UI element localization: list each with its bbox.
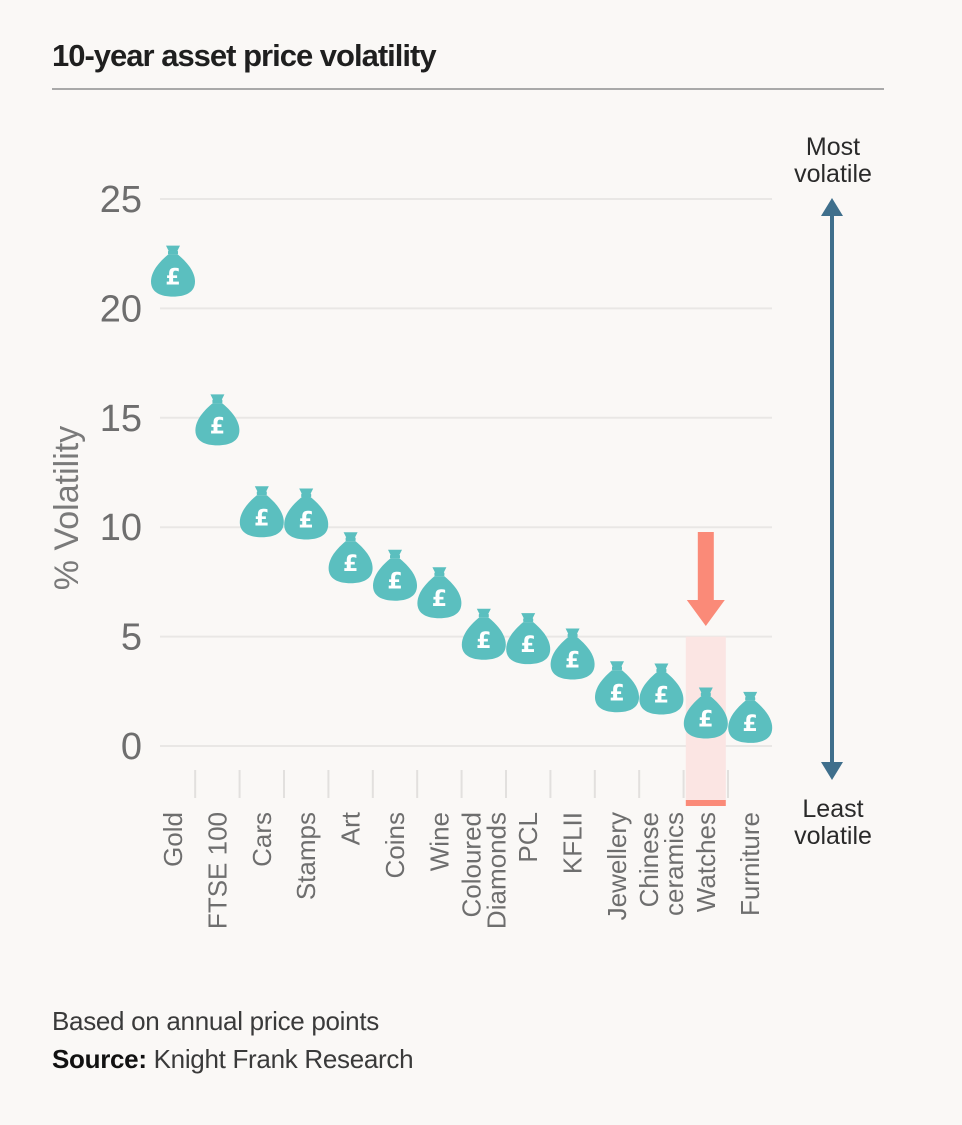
title-divider [52, 88, 884, 90]
y-tick-label: 20 [100, 288, 142, 330]
highlight-band-layer [685, 532, 726, 806]
x-category-label: PCL [513, 812, 543, 863]
pound-icon: £ [698, 708, 713, 733]
x-category-label: KFLII [558, 812, 588, 874]
chart-title: 10-year asset price volatility [52, 38, 437, 73]
y-tick-label: 10 [100, 507, 142, 549]
data-point-marker: £ [550, 628, 595, 680]
pound-icon: £ [609, 681, 624, 706]
data-markers: £ £ £ £ £ £ £ £ £ £ £ £ £ £ [151, 245, 773, 743]
data-point-marker: £ [595, 661, 639, 713]
x-category-labels: Gold FTSE 100 Cars Stamps Art Coins Wine Colour… [158, 811, 765, 929]
x-category-label: Cars [247, 812, 277, 867]
pound-icon: £ [254, 506, 269, 531]
data-point-marker: £ [683, 687, 728, 739]
y-tick-label: 0 [121, 726, 142, 768]
data-point-marker: £ [461, 608, 506, 660]
data-point-marker: £ [417, 567, 462, 619]
data-point-marker: £ [728, 691, 773, 743]
x-category-label: Art [336, 811, 366, 845]
x-category-label: FTSE 100 [202, 812, 232, 929]
pound-icon: £ [299, 508, 314, 533]
x-category-label: Jewellery [602, 812, 632, 920]
pound-icon: £ [432, 587, 447, 612]
pound-icon: £ [565, 648, 580, 673]
data-point-marker: £ [239, 486, 284, 538]
most-volatile-label: Most volatile [794, 133, 872, 188]
pound-icon: £ [165, 266, 180, 291]
highlight-arrow-head [686, 600, 725, 626]
pound-icon: £ [743, 712, 758, 737]
y-axis-label: % Volatility [48, 426, 86, 590]
data-point-marker: £ [373, 549, 417, 601]
pound-icon: £ [387, 570, 402, 595]
pound-icon: £ [476, 629, 491, 654]
x-category-label: ColouredDiamonds [456, 812, 511, 929]
source-text: Knight Frank Research [146, 1044, 414, 1074]
data-point-marker: £ [506, 613, 551, 665]
footnote: Based on annual price points [52, 1006, 379, 1036]
x-category-label: Stamps [291, 812, 321, 900]
pound-icon: £ [343, 552, 358, 577]
highlight-arrow-shaft [697, 532, 714, 602]
x-category-label: Coins [380, 812, 410, 878]
grid-lines [160, 198, 772, 747]
volatility-arrow-annotation: Most volatile Least volatile [794, 133, 872, 850]
data-point-marker: £ [151, 245, 195, 297]
arrow-down-icon [821, 762, 843, 780]
highlight-underline [685, 800, 726, 806]
y-tick-labels: 0 5 10 15 20 25 [100, 179, 142, 768]
data-point-marker: £ [195, 394, 240, 446]
arrow-up-icon [821, 198, 843, 216]
y-tick-label: 25 [100, 179, 142, 221]
source-label: Source: [52, 1044, 147, 1074]
x-category-label: Chineseceramics [634, 812, 689, 916]
x-tick-marks [194, 770, 729, 798]
y-tick-label: 15 [100, 398, 142, 440]
y-tick-label: 5 [121, 617, 142, 659]
x-category-label: Gold [158, 812, 188, 867]
data-point-marker: £ [639, 663, 684, 715]
data-point-marker: £ [328, 532, 373, 584]
least-volatile-label: Least volatile [794, 795, 872, 850]
volatility-chart: 0 5 10 15 20 25 Gold FTSE 100 Cars Stamps Art Coin… [48, 133, 872, 929]
x-category-label: Wine [424, 812, 454, 871]
source-line: Source: Knight Frank Research [52, 1044, 414, 1075]
pound-icon: £ [521, 633, 536, 658]
pound-icon: £ [210, 414, 225, 439]
data-point-marker: £ [284, 488, 329, 540]
x-category-label: Watches [691, 812, 721, 912]
pound-icon: £ [654, 683, 669, 708]
x-category-label: Furniture [735, 812, 765, 916]
